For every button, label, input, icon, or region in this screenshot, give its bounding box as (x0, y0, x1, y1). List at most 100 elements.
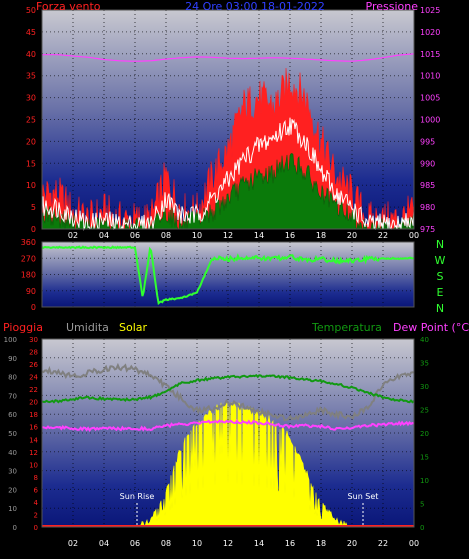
humidity-tick: 40 (8, 449, 17, 457)
bottom-x-tick: 18 (316, 539, 326, 548)
humidity-tick: 80 (8, 374, 17, 382)
humidity-tick: 10 (8, 505, 17, 513)
top-right-tick: 975 (420, 225, 435, 234)
top-left-tick: 10 (26, 181, 36, 190)
humidity-line (41, 362, 415, 422)
mid-left-tick: 180 (21, 271, 36, 280)
bottom-x-tick: 10 (192, 539, 202, 548)
top-x-tick: 10 (192, 231, 202, 240)
top-right-tick: 985 (420, 181, 435, 190)
top-x-tick: 00 (409, 231, 419, 240)
bottom-x-tick: 08 (161, 539, 171, 548)
mid-panel-frame (41, 241, 415, 308)
bottom-x-tick: 12 (223, 539, 233, 548)
rain-tick: 18 (29, 411, 38, 419)
direction-line (41, 245, 415, 306)
top-left-tick: 5 (31, 203, 36, 212)
top-x-tick: 04 (99, 231, 109, 240)
temperature-tick: 25 (420, 407, 429, 415)
bottom-x-tick: 22 (378, 539, 388, 548)
rain-tick: 20 (29, 399, 38, 407)
humidity-label: Umidita (66, 321, 109, 334)
top-title: 24 Ore 03:00 18-01-2022 (185, 0, 325, 13)
temperature-tick: 30 (420, 383, 429, 391)
top-x-tick: 20 (347, 231, 357, 240)
bottom-x-tick: 14 (254, 539, 264, 548)
rain-tick: 28 (29, 349, 38, 357)
humidity-tick: 30 (8, 468, 17, 476)
mid-left-tick: 360 (21, 238, 36, 247)
temperature-line (41, 373, 415, 404)
bottom-panel-frame (41, 338, 415, 528)
top-x-tick: 06 (130, 231, 140, 240)
compass-letter: N (436, 238, 444, 251)
humidity-tick: 60 (8, 411, 17, 419)
top-right-tick: 995 (420, 137, 435, 146)
compass-letter: S (437, 270, 444, 283)
top-left-tick: 25 (26, 116, 36, 125)
temperature-tick: 0 (420, 524, 424, 532)
humidity-tick: 90 (8, 355, 17, 363)
bottom-x-tick: 04 (99, 539, 109, 548)
rain-tick: 0 (34, 524, 38, 532)
temperature-tick: 10 (420, 477, 429, 485)
top-left-axis-label: Forza vento (36, 0, 101, 13)
rain-tick: 14 (29, 436, 38, 444)
rain-tick: 26 (29, 361, 38, 369)
rain-tick: 22 (29, 386, 38, 394)
humidity-tick: 100 (4, 336, 17, 344)
top-right-tick: 1010 (420, 72, 440, 81)
bottom-x-tick: 02 (68, 539, 78, 548)
bottom-x-tick: 06 (130, 539, 140, 548)
mid-left-tick: 270 (21, 254, 36, 263)
top-x-tick: 16 (285, 231, 295, 240)
top-left-tick: 50 (26, 6, 36, 15)
top-right-tick: 990 (420, 159, 435, 168)
humidity-tick: 20 (8, 486, 17, 494)
top-right-tick: 1015 (420, 50, 440, 59)
humidity-tick: 0 (13, 524, 17, 532)
wind-mean-line (41, 117, 415, 231)
rain-tick: 10 (29, 461, 38, 469)
bottom-x-tick: 00 (409, 539, 419, 548)
compass-letter: N (436, 302, 444, 315)
temperature-tick: 35 (420, 360, 429, 368)
top-right-tick: 1020 (420, 28, 440, 37)
rain-tick: 6 (34, 486, 39, 494)
dewpoint-label: Dew Point (°C) (393, 321, 469, 334)
rain-label: Pioggia (3, 321, 43, 334)
sunrise-label: Sun Rise (120, 492, 155, 501)
bottom-x-tick: 16 (285, 539, 295, 548)
solar-label: Solar (119, 321, 148, 334)
temperature-tick: 5 (420, 501, 424, 509)
top-x-tick: 14 (254, 231, 264, 240)
pressure-line (42, 53, 415, 62)
top-left-tick: 45 (26, 28, 36, 37)
compass-letter: E (437, 286, 444, 299)
rain-tick: 16 (29, 424, 38, 432)
rain-tick: 2 (34, 511, 38, 519)
rain-tick: 12 (29, 449, 38, 457)
bottom-x-tick: 20 (347, 539, 357, 548)
temperature-label: Temperatura (311, 321, 382, 334)
top-x-tick: 08 (161, 231, 171, 240)
top-right-tick: 1000 (420, 116, 440, 125)
sunset-label: Sun Set (348, 492, 379, 501)
top-x-tick: 18 (316, 231, 326, 240)
top-right-tick: 1005 (420, 94, 440, 103)
top-left-tick: 0 (31, 225, 36, 234)
humidity-tick: 50 (8, 430, 17, 438)
top-left-tick: 35 (26, 72, 36, 81)
temperature-tick: 20 (420, 430, 429, 438)
rain-tick: 30 (29, 336, 38, 344)
top-right-tick: 1025 (420, 6, 440, 15)
rain-tick: 24 (29, 374, 38, 382)
temperature-tick: 15 (420, 454, 429, 462)
top-right-axis-label: Pressione (366, 0, 419, 13)
top-left-tick: 40 (26, 50, 36, 59)
compass-letter: W (435, 254, 446, 267)
top-x-tick: 22 (378, 231, 388, 240)
mid-left-tick: 90 (26, 287, 36, 296)
